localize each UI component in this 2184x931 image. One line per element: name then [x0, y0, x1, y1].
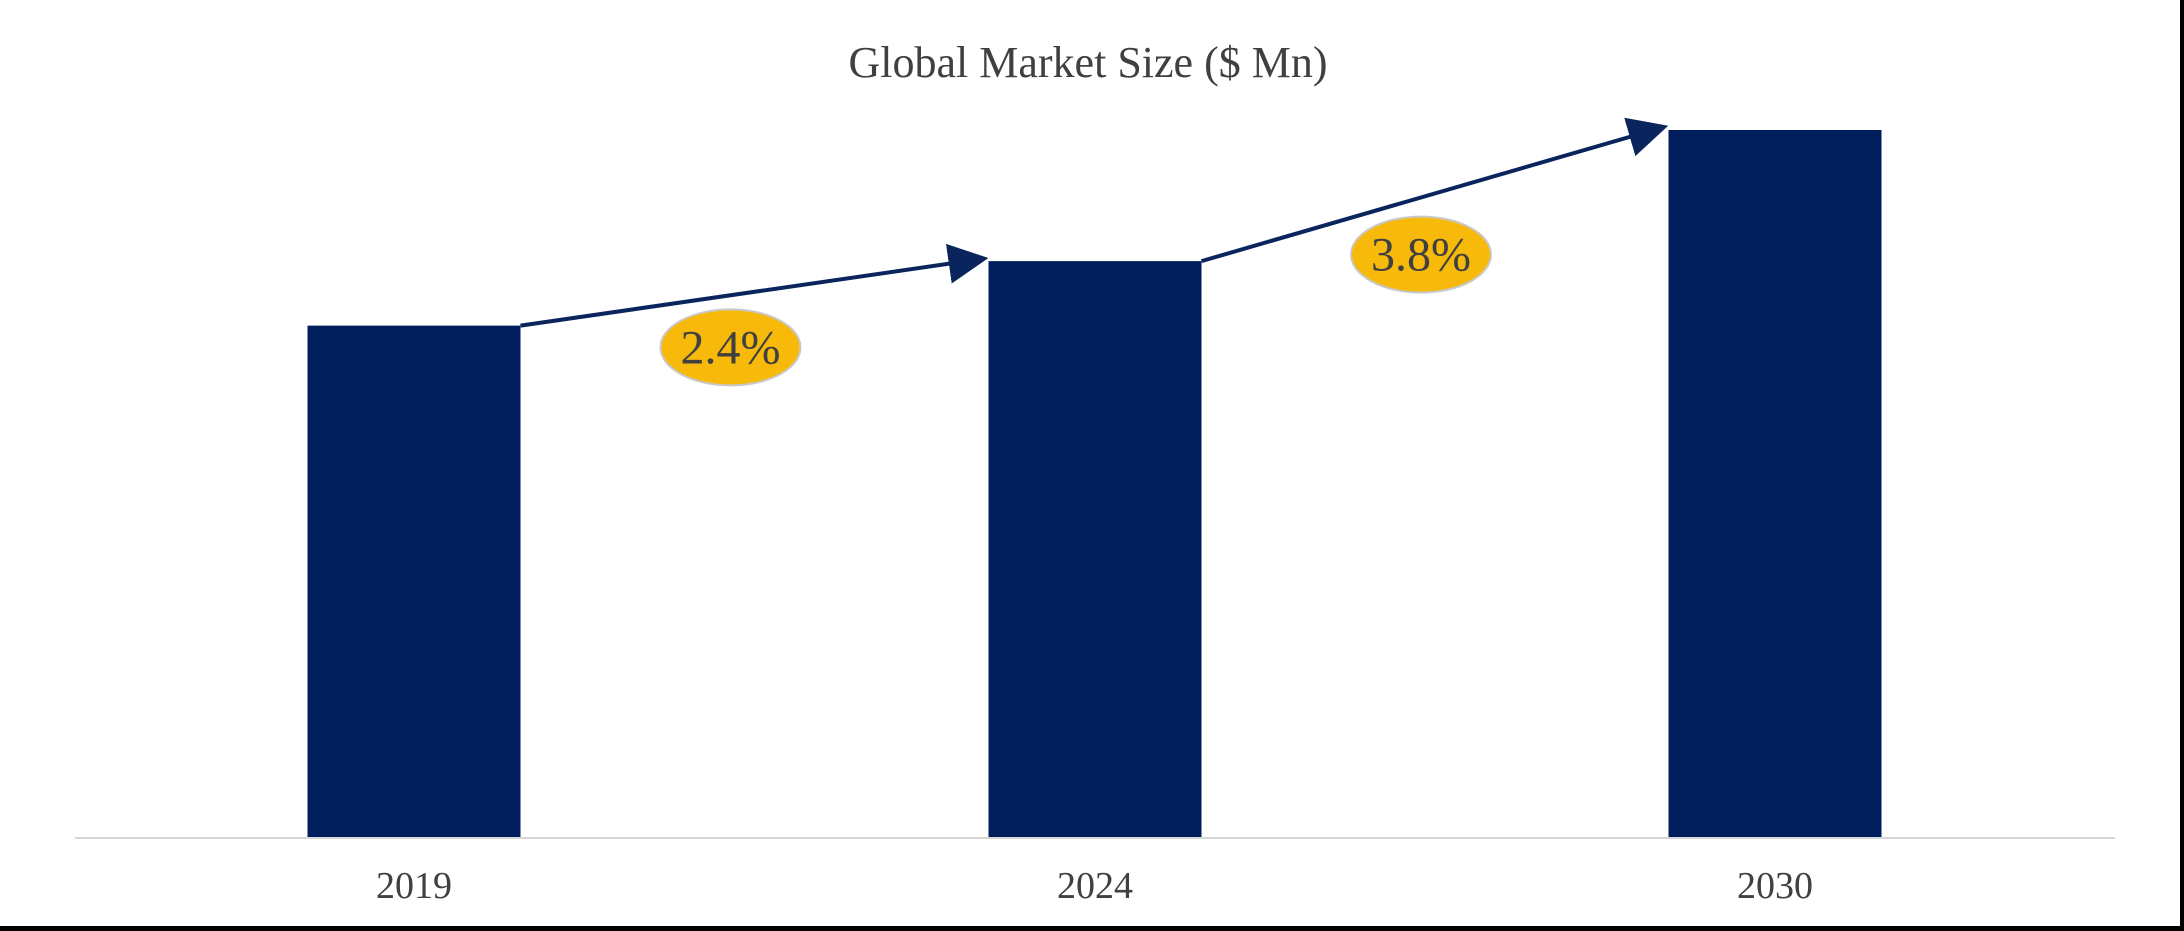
bar-2030 [1668, 130, 1882, 838]
growth-arrows [520, 117, 1669, 328]
cagr-badge-shape [1350, 215, 1492, 294]
cagr-badge-2019-2024: 2.4% [659, 308, 802, 387]
x-tick-label-2024: 2024 [1057, 865, 1133, 907]
cagr-badge-label: 3.8% [1371, 229, 1471, 282]
bar-2024 [988, 261, 1202, 838]
cagr-badge-shape [659, 308, 802, 387]
x-tick-label-2030: 2030 [1737, 865, 1813, 907]
growth-arrow-2019-2024 [520, 243, 989, 328]
x-axis-ticks: 2019 2024 2030 [376, 865, 1813, 907]
bars-layer [307, 130, 1882, 838]
chart-title: Global Market Size ($ Mn) [849, 38, 1328, 87]
bar-2019 [307, 325, 521, 838]
cagr-badge-2024-2030: 3.8% [1350, 215, 1492, 294]
cagr-badge-label: 2.4% [681, 321, 781, 374]
growth-arrow-2024-2030 [1200, 117, 1669, 264]
x-tick-label-2019: 2019 [376, 865, 452, 907]
cagr-badges: 2.4% 3.8% [659, 215, 1492, 387]
